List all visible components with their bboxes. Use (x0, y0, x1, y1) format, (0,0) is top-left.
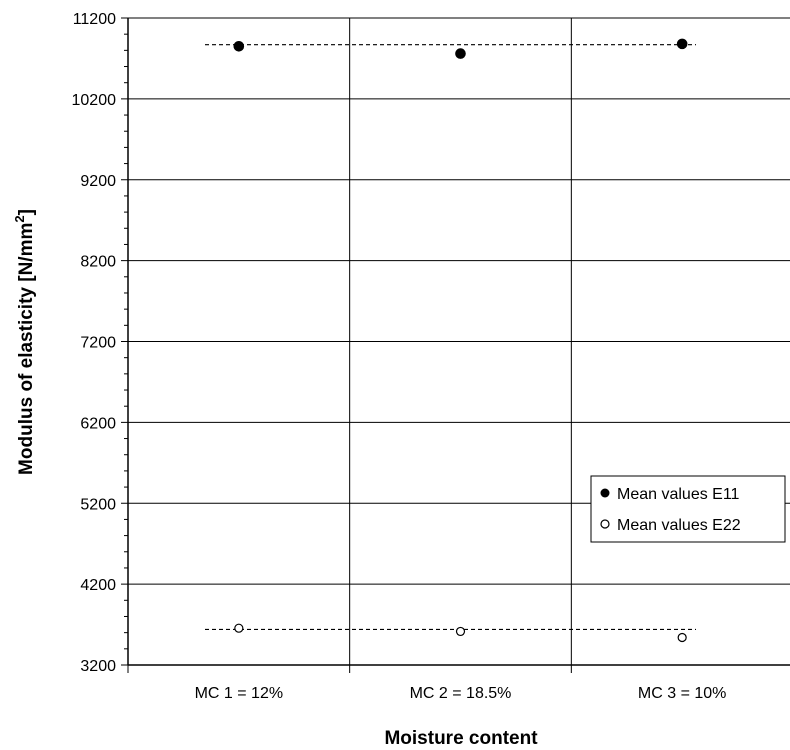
y-tick-label: 5200 (80, 496, 116, 513)
y-tick-label: 3200 (80, 658, 116, 675)
legend-box (590, 475, 786, 543)
y-tick-label: 7200 (80, 335, 116, 352)
x-tick-label: MC 2 = 18.5% (410, 685, 512, 702)
legend-marker-e11 (600, 488, 610, 498)
data-point-e11 (455, 48, 466, 59)
legend-label-e22: Mean values E22 (617, 517, 741, 534)
data-point-e11 (676, 38, 688, 50)
y-tick-label: 8200 (80, 254, 116, 271)
y-tick-label: 9200 (80, 173, 116, 190)
data-point-e22 (677, 632, 687, 643)
y-tick-label: 6200 (80, 415, 116, 432)
y-axis-title: Modulus of elasticity [N/mm2] (12, 209, 37, 475)
x-tick-label: MC 3 = 10% (638, 685, 726, 702)
y-axis-title-superscript: 2 (12, 215, 27, 222)
data-point-e22 (234, 623, 244, 633)
y-axis-title-main: Modulus of elasticity [N/mm (16, 223, 37, 475)
x-axis-ticks: MC 1 = 12% MC 2 = 18.5% MC 3 = 10% (127, 665, 726, 702)
y-axis-ticks: 3200 4200 5200 6200 7200 8200 9200 10200 11200 (72, 11, 128, 675)
data-points (233, 38, 688, 643)
y-tick-label: 4200 (80, 577, 116, 594)
x-axis-title: Moisture content (384, 728, 538, 749)
y-tick-label: 10200 (72, 92, 117, 109)
y-tick-label: 11200 (73, 11, 116, 28)
data-point-e22 (455, 626, 466, 637)
x-tick-label: MC 1 = 12% (195, 685, 283, 702)
grid-lines (128, 17, 790, 665)
legend-label-e11: Mean values E11 (617, 486, 740, 503)
legend: Mean values E11 Mean values E22 (590, 475, 786, 543)
legend-marker-e22 (600, 519, 610, 529)
y-axis-title-end: ] (16, 209, 37, 215)
data-point-e11 (233, 41, 245, 52)
mean-lines (205, 44, 696, 631)
